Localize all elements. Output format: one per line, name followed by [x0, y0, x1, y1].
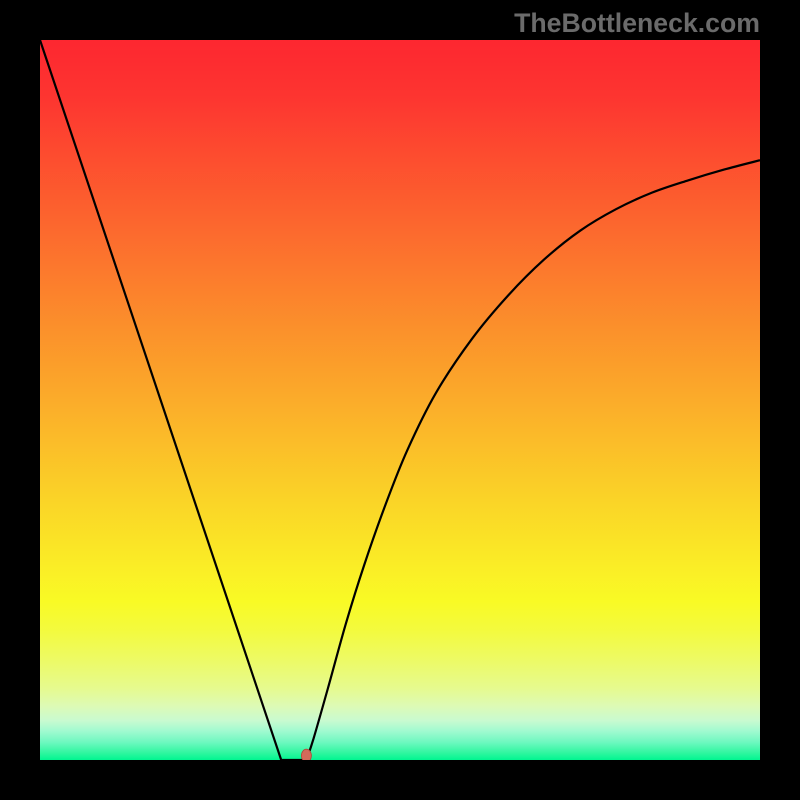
watermark-text: TheBottleneck.com [514, 8, 760, 39]
gradient-background [40, 40, 760, 760]
plot-area [40, 40, 760, 760]
optimal-point-marker [301, 749, 311, 760]
chart-container: TheBottleneck.com [0, 0, 800, 800]
chart-svg [40, 40, 760, 760]
